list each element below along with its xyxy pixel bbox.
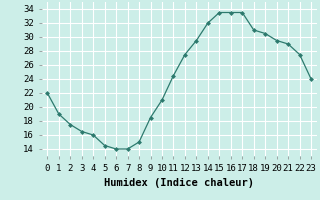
X-axis label: Humidex (Indice chaleur): Humidex (Indice chaleur) [104,178,254,188]
